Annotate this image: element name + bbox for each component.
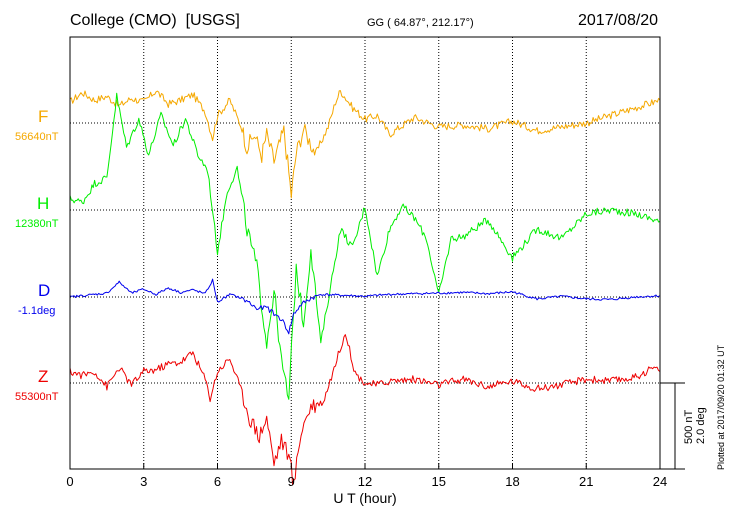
x-tick-label-21: 21 — [579, 474, 593, 489]
x-tick-label-9: 9 — [288, 474, 295, 489]
scale-nt-label: 500 nT — [683, 409, 695, 444]
x-tick-label-15: 15 — [432, 474, 446, 489]
grid-lines — [70, 37, 660, 469]
series-line-f — [69, 90, 661, 199]
baseline-label-f: 56640nT — [15, 131, 59, 143]
baseline-label-d: -1.1deg — [18, 305, 56, 317]
component-label-h: H — [37, 194, 50, 213]
geo-coordinates: GG ( 64.87°, 212.17°) — [367, 17, 474, 29]
x-tick-label-24: 24 — [653, 474, 667, 489]
x-axis-title: U T (hour) — [333, 490, 396, 506]
baseline-label-h: 12380nT — [15, 218, 59, 230]
x-tick-label-18: 18 — [505, 474, 519, 489]
scale-bar — [660, 382, 685, 470]
series-line-d — [69, 278, 661, 335]
x-tick-label-3: 3 — [140, 474, 147, 489]
x-axis-ticks: 0 3 6 9 12 15 18 21 24 — [66, 463, 667, 489]
component-label-d: D — [38, 281, 51, 300]
series-line-z — [69, 334, 661, 485]
component-label-z: Z — [38, 367, 49, 386]
component-label-f: F — [38, 107, 49, 126]
scale-deg-label: 2.0 deg — [695, 407, 707, 444]
x-tick-label-12: 12 — [358, 474, 372, 489]
station-title: College (CMO) [USGS] — [70, 12, 240, 29]
plotted-timestamp: Plotted at 2017/09/20 01:32 UT — [716, 344, 726, 470]
baseline-label-z: 55300nT — [15, 391, 59, 403]
x-tick-label-6: 6 — [214, 474, 221, 489]
series-line-h — [69, 92, 661, 400]
x-tick-label-0: 0 — [66, 474, 73, 489]
series-lines — [69, 90, 661, 485]
plot-date: 2017/08/20 — [578, 12, 659, 29]
